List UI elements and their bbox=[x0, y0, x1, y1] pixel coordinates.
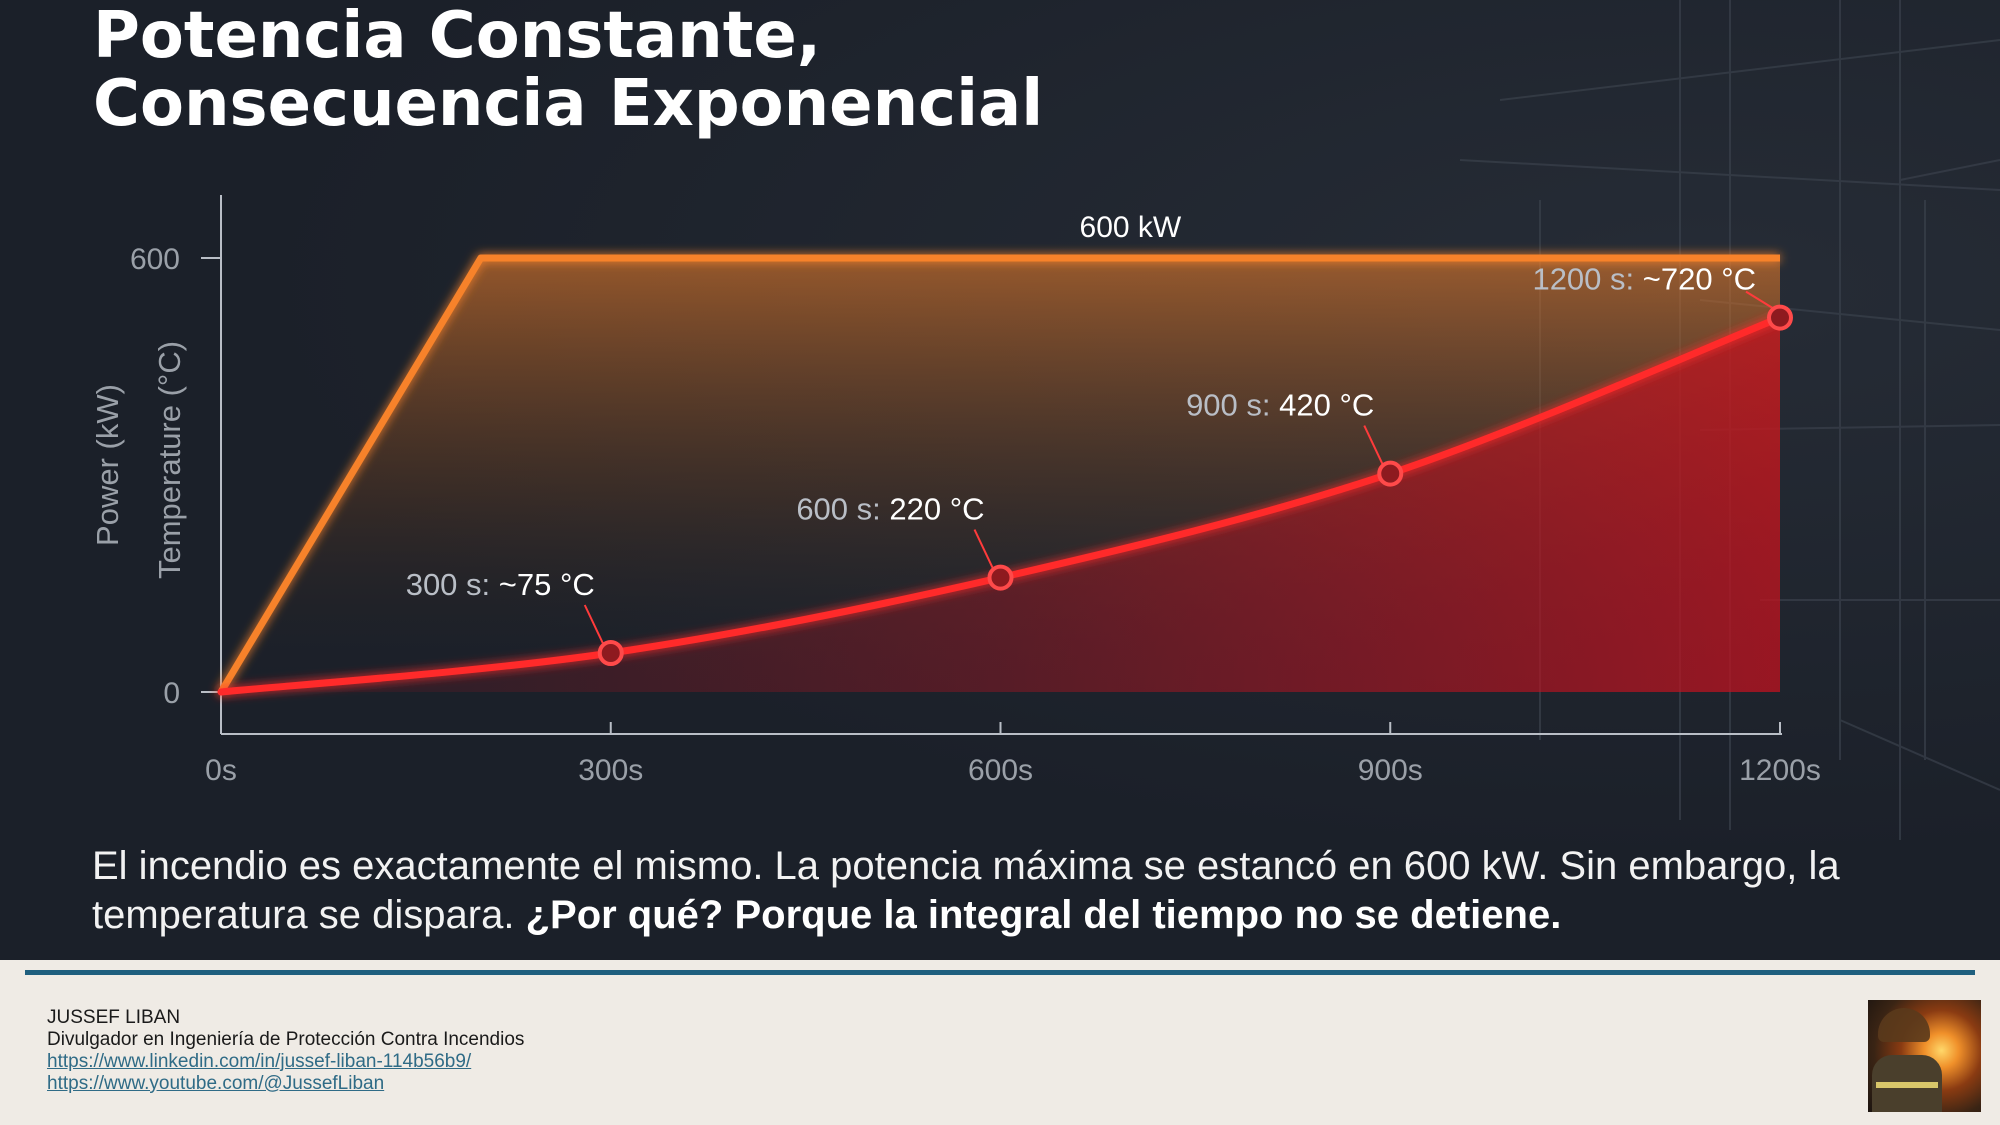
annotation-time: 300 s: bbox=[406, 567, 499, 602]
annotation-value: ~720 °C bbox=[1643, 262, 1756, 297]
annotation-leader bbox=[973, 529, 994, 569]
annotation-time: 1200 s: bbox=[1532, 262, 1642, 297]
temperature-point-marker bbox=[597, 640, 624, 666]
footer: JUSSEF LIBAN Divulgador en Ingeniería de… bbox=[0, 960, 2000, 1125]
temperature-annotations: 300 s: ~75 °C 600 s: 220 °C 900 s: 420 °C 1… bbox=[406, 262, 1793, 666]
caption-emphasis: ¿Por qué? Porque la integral del tiempo … bbox=[525, 893, 1562, 937]
power-series-line bbox=[217, 254, 1780, 694]
y-tick-label: 600 bbox=[130, 243, 180, 276]
annotation-value: 420 °C bbox=[1279, 388, 1374, 423]
x-tick-label: 1200s bbox=[1739, 754, 1821, 787]
x-tick-label: 300s bbox=[578, 754, 643, 787]
power-temperature-chart: 0s 300s 600s 900s 1200s 0 600 Power (kW) Temp… bbox=[90, 195, 1821, 787]
annotation-label: 600 s: 220 °C bbox=[796, 492, 984, 527]
youtube-link[interactable]: https://www.youtube.com/@JussefLiban bbox=[47, 1073, 385, 1094]
reflective-stripe bbox=[1876, 1082, 1938, 1088]
slide-caption: El incendio es exactamente el mismo. La … bbox=[92, 842, 1952, 940]
footer-divider bbox=[25, 970, 1975, 975]
annotation-leader bbox=[1745, 290, 1773, 309]
y-axis-label-temperature: Temperature (°C) bbox=[152, 341, 187, 579]
y-tick-label: 0 bbox=[163, 677, 180, 710]
annotation-time: 600 s: bbox=[796, 492, 889, 527]
author-info: JUSSEF LIBAN Divulgador en Ingeniería de… bbox=[47, 1007, 524, 1095]
temperature-point-marker bbox=[1767, 304, 1793, 331]
x-tick-label: 600s bbox=[968, 754, 1033, 787]
annotation-label: 1200 s: ~720 °C bbox=[1532, 262, 1756, 297]
annotation-leader bbox=[583, 604, 604, 644]
annotation-value: ~75 °C bbox=[499, 567, 595, 602]
x-tick-label: 0s bbox=[205, 754, 237, 787]
annotation-value: 220 °C bbox=[889, 492, 984, 527]
author-role: Divulgador en Ingeniería de Protección C… bbox=[47, 1029, 525, 1050]
temperature-area-fill bbox=[221, 317, 1780, 692]
author-name: JUSSEF LIBAN bbox=[47, 1007, 181, 1028]
author-photo bbox=[1868, 1000, 1981, 1112]
power-line-label: 600 kW bbox=[1080, 211, 1182, 244]
annotation-label: 900 s: 420 °C bbox=[1186, 388, 1374, 423]
title-line-2: Consecuencia Exponencial bbox=[93, 67, 1044, 141]
annotation-time: 900 s: bbox=[1186, 388, 1279, 423]
x-tick-label: 900s bbox=[1358, 754, 1423, 787]
caption-text: El incendio es exactamente el mismo. La … bbox=[92, 844, 1840, 937]
title-line-1: Potencia Constante, bbox=[93, 0, 822, 73]
y-axis-label-power: Power (kW) bbox=[90, 384, 125, 546]
temperature-point-marker bbox=[987, 564, 1014, 591]
annotation-label: 300 s: ~75 °C bbox=[406, 567, 595, 602]
y-ticks: 0 600 bbox=[130, 243, 221, 710]
slide-title: Potencia Constante, Consecuencia Exponen… bbox=[93, 2, 1043, 138]
temperature-point-marker bbox=[1377, 460, 1404, 487]
slide: Potencia Constante, Consecuencia Exponen… bbox=[0, 0, 2000, 960]
x-ticks: 0s 300s 600s 900s 1200s bbox=[205, 722, 1821, 787]
annotation-leader bbox=[1363, 425, 1384, 465]
helmet-shape bbox=[1878, 1008, 1930, 1042]
linkedin-link[interactable]: https://www.linkedin.com/in/jussef-liban… bbox=[47, 1051, 472, 1072]
